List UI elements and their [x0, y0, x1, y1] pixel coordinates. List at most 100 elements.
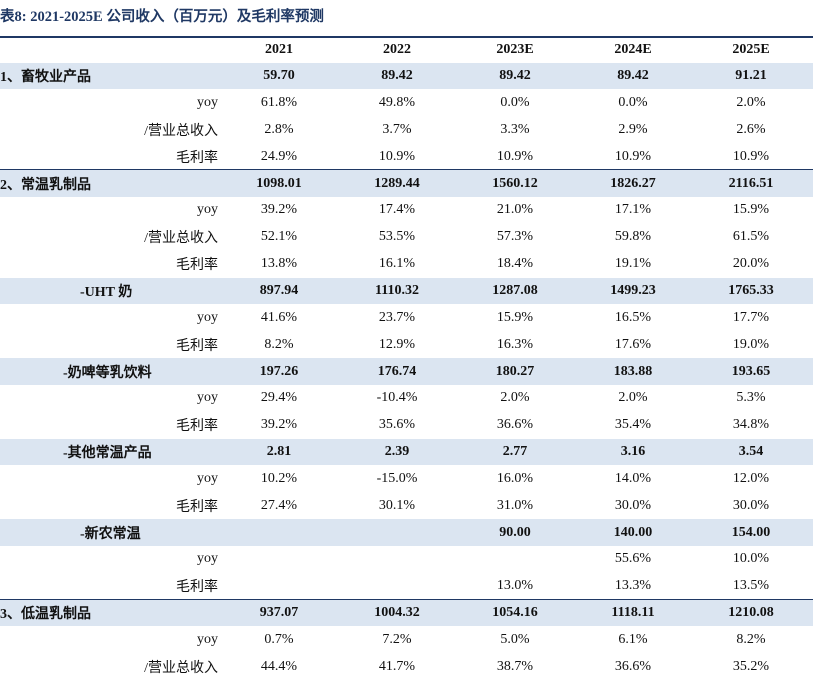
header-year-2021: 2021 — [265, 41, 293, 57]
value-cell-2023e: 57.3% — [496, 229, 534, 245]
value-cell-2022: 53.5% — [378, 229, 416, 245]
row-label: -新农常温 — [80, 526, 141, 542]
value-cell-2022: 2.39 — [384, 444, 410, 460]
value-cell-2024e: 1499.23 — [610, 282, 656, 298]
value-cell-2025e: 15.9% — [732, 202, 770, 218]
row-label: 毛利率 — [176, 580, 218, 596]
table-header-row: 2021 2022 2023E 2024E 2025E — [0, 37, 813, 62]
value-cell-2025e: 61.5% — [732, 229, 770, 245]
value-cell-2023e: 3.3% — [500, 121, 530, 137]
value-cell-2024e: 36.6% — [614, 658, 652, 674]
value-cell-2023e: 10.9% — [496, 148, 534, 164]
table-row-category: 3、低温乳制品 937.07 1004.32 1054.16 1118.11 1210.0… — [0, 600, 813, 627]
value-cell-2023e: 2.0% — [500, 390, 530, 406]
value-cell-2022: 12.9% — [378, 336, 416, 352]
value-cell-2023e: 15.9% — [496, 309, 534, 325]
value-cell-2025e: 193.65 — [731, 363, 771, 379]
value-cell-2022: 176.74 — [377, 363, 417, 379]
value-cell-2025e: 19.0% — [732, 336, 770, 352]
table-row-metric: 毛利率 13.0% 13.3% 13.5% — [0, 573, 813, 599]
row-label: yoy — [197, 95, 218, 111]
value-cell-2024e: 140.00 — [613, 524, 653, 540]
value-cell-2025e: 8.2% — [736, 632, 766, 648]
table-row-metric: 毛利率 13.8% 16.1% 18.4% 19.1% 20.0% — [0, 251, 813, 277]
value-cell-2023e: 180.27 — [495, 363, 535, 379]
value-cell-2025e: 2116.51 — [728, 175, 774, 191]
value-cell-2021: 27.4% — [260, 497, 298, 513]
row-label: 毛利率 — [176, 499, 218, 515]
value-cell-2025e: 12.0% — [732, 470, 770, 486]
row-label: 3、低温乳制品 — [0, 607, 91, 623]
value-cell-2022: 17.4% — [378, 202, 416, 218]
row-label: /营业总收入 — [144, 231, 218, 247]
value-cell-2024e: 35.4% — [614, 417, 652, 433]
value-cell-2024e: 3.16 — [620, 444, 646, 460]
value-cell-2024e: 13.3% — [614, 578, 652, 594]
value-cell-2025e: 1210.08 — [728, 605, 774, 621]
table-row-category: -奶啤等乳饮料 197.26 176.74 180.27 183.88 193.65 — [0, 358, 813, 385]
table-row-metric: yoy 41.6% 23.7% 15.9% 16.5% 17.7% — [0, 305, 813, 331]
row-label: yoy — [197, 202, 218, 218]
header-year-2023e: 2023E — [496, 41, 534, 57]
value-cell-2021: 937.07 — [259, 605, 299, 621]
row-label: 毛利率 — [176, 338, 218, 354]
value-cell-2021: 2.81 — [266, 444, 292, 460]
value-cell-2025e: 35.2% — [732, 658, 770, 674]
value-cell-2024e: 10.9% — [614, 148, 652, 164]
value-cell-2025e: 30.0% — [732, 497, 770, 513]
row-label: yoy — [197, 632, 218, 648]
row-label: yoy — [197, 309, 218, 325]
value-cell-2023e: 13.0% — [496, 578, 534, 594]
value-cell-2021: 39.2% — [260, 202, 298, 218]
value-cell-2021: 29.4% — [260, 390, 298, 406]
table-row-metric: /营业总收入 44.4% 41.7% 38.7% 36.6% 35.2% — [0, 654, 813, 680]
value-cell-2024e: 89.42 — [617, 68, 649, 84]
value-cell-2023e: 90.00 — [499, 524, 531, 540]
table-row-metric: 毛利率 24.9% 10.9% 10.9% 10.9% 10.9% — [0, 144, 813, 170]
value-cell-2024e: 1118.11 — [611, 605, 655, 621]
value-cell-2022: 10.9% — [378, 148, 416, 164]
value-cell-2021: 61.8% — [260, 95, 298, 111]
value-cell-2024e: 59.8% — [614, 229, 652, 245]
row-label: 1、畜牧业产品 — [0, 70, 91, 86]
value-cell-2021: 10.2% — [260, 470, 298, 486]
table-row-metric: 毛利率 8.2% 12.9% 16.3% 17.6% 19.0% — [0, 332, 813, 358]
row-label: 毛利率 — [176, 258, 218, 274]
value-cell-2025e: 154.00 — [731, 524, 771, 540]
value-cell-2024e: 17.6% — [614, 336, 652, 352]
value-cell-2022: 23.7% — [378, 309, 416, 325]
value-cell-2025e: 10.0% — [732, 551, 770, 567]
value-cell-2022: 3.7% — [382, 121, 412, 137]
row-label: -其他常温产品 — [63, 446, 152, 462]
section-rule — [0, 599, 813, 601]
value-cell-2023e: 31.0% — [496, 497, 534, 513]
row-label: /营业总收入 — [144, 123, 218, 139]
value-cell-2025e: 5.3% — [736, 390, 766, 406]
value-cell-2022: -10.4% — [376, 390, 418, 406]
value-cell-2024e: 2.0% — [618, 390, 648, 406]
row-label: /营业总收入 — [144, 660, 218, 676]
value-cell-2021: 8.2% — [264, 336, 294, 352]
value-cell-2025e: 91.21 — [735, 68, 767, 84]
value-cell-2023e: 89.42 — [499, 68, 531, 84]
value-cell-2024e: 6.1% — [618, 632, 648, 648]
value-cell-2024e: 17.1% — [614, 202, 652, 218]
value-cell-2024e: 16.5% — [614, 309, 652, 325]
row-label: yoy — [197, 390, 218, 406]
row-label: 毛利率 — [176, 419, 218, 435]
value-cell-2022: 16.1% — [378, 256, 416, 272]
value-cell-2022: 41.7% — [378, 658, 416, 674]
value-cell-2022: 1289.44 — [374, 175, 420, 191]
value-cell-2021: 52.1% — [260, 229, 298, 245]
value-cell-2023e: 1054.16 — [492, 605, 538, 621]
value-cell-2025e: 34.8% — [732, 417, 770, 433]
row-label: -UHT 奶 — [80, 284, 133, 300]
table-row-metric: yoy 55.6% 10.0% — [0, 546, 813, 572]
value-cell-2024e: 183.88 — [613, 363, 653, 379]
value-cell-2023e: 16.0% — [496, 470, 534, 486]
table-row-category: -其他常温产品 2.81 2.39 2.77 3.16 3.54 — [0, 438, 813, 466]
table-row-metric: /营业总收入 2.8% 3.7% 3.3% 2.9% 2.6% — [0, 117, 813, 143]
table-row-metric: yoy 39.2% 17.4% 21.0% 17.1% 15.9% — [0, 197, 813, 223]
header-year-2024e: 2024E — [614, 41, 652, 57]
value-cell-2022: 89.42 — [381, 68, 413, 84]
